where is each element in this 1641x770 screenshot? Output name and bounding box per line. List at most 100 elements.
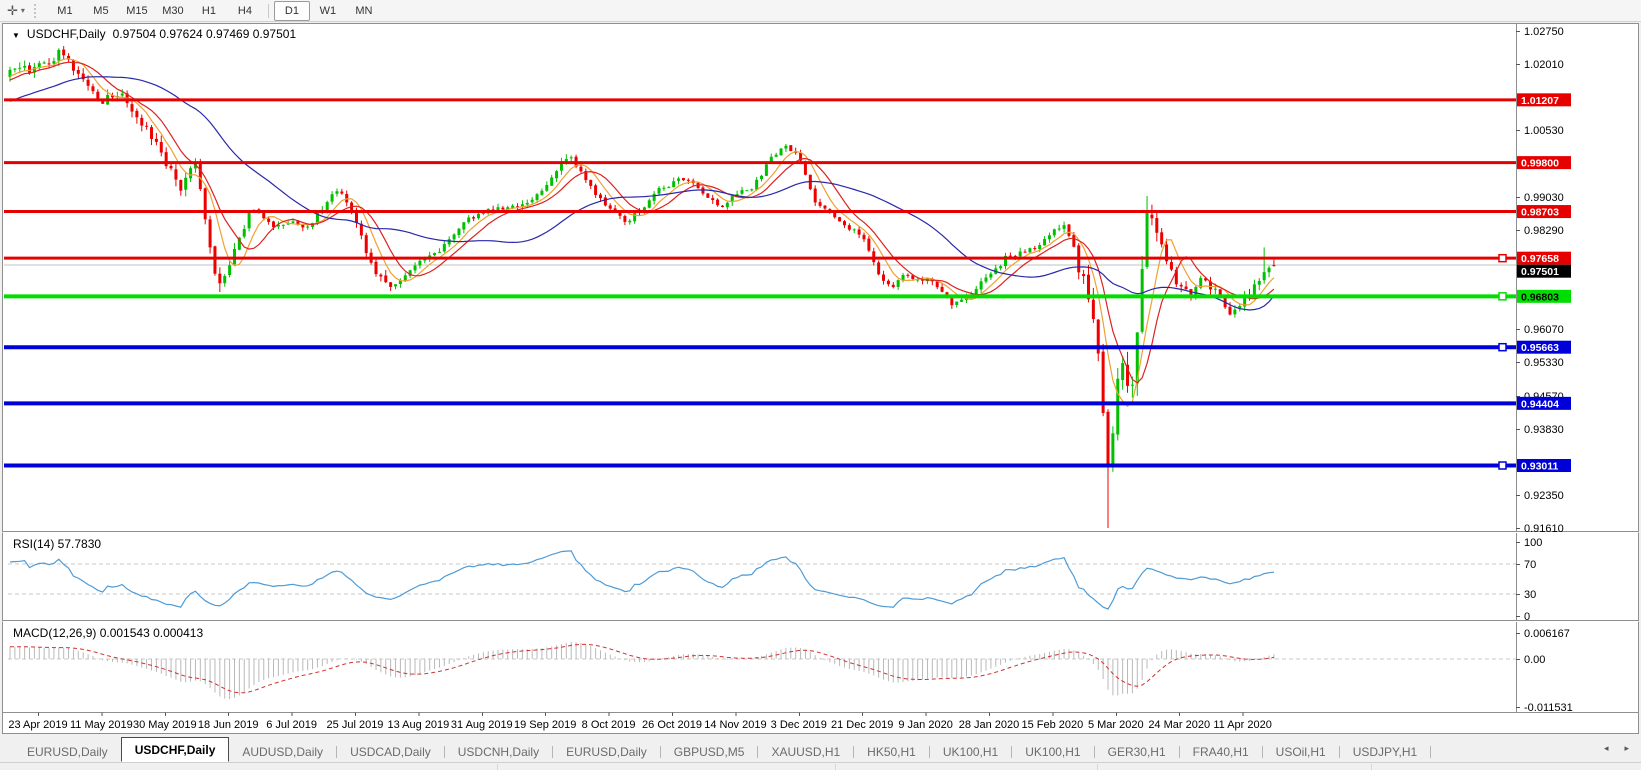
tab-scroll-left-icon[interactable]: ◂ xyxy=(1603,743,1609,753)
status-separator xyxy=(1371,764,1372,770)
candle-body xyxy=(67,55,71,60)
level-drag-handle[interactable] xyxy=(1498,253,1507,263)
tab-separator xyxy=(853,746,855,758)
candle-body xyxy=(330,194,334,202)
candle-body xyxy=(76,69,80,74)
chart-tab-usdjpy-h1[interactable]: USDJPY,H1 xyxy=(1352,744,1418,759)
level-drag-handle[interactable] xyxy=(1498,292,1507,301)
timeframe-button-m5[interactable]: M5 xyxy=(93,4,109,17)
candle-body xyxy=(457,228,461,236)
status-separator xyxy=(835,764,836,770)
chart-tab-usdchf-daily[interactable]: USDCHF,Daily xyxy=(120,737,230,762)
timeframe-button-m15[interactable]: M15 xyxy=(126,4,148,17)
tab-scroll-controls: ◂ ▸ xyxy=(1604,743,1629,754)
timeframe-button-h1[interactable]: H1 xyxy=(201,4,216,17)
candle-body xyxy=(1126,364,1130,386)
candle-body xyxy=(598,194,602,199)
candle-body xyxy=(135,110,139,118)
rsi-axis-tick-label: 100 xyxy=(1524,537,1542,549)
candle-body xyxy=(315,213,319,223)
candle-body xyxy=(1052,229,1056,236)
x-axis-date-label: 8 Oct 2019 xyxy=(582,719,636,731)
level-drag-handle[interactable] xyxy=(1498,461,1507,470)
tab-separator xyxy=(552,746,554,758)
candle-body xyxy=(267,218,271,222)
price-level-tag xyxy=(1517,93,1571,107)
candle-body xyxy=(989,273,993,278)
tab-separator xyxy=(1011,746,1013,758)
timeframe-button-m30[interactable]: M30 xyxy=(162,4,184,17)
rsi-axis-tick-label: 0 xyxy=(1524,611,1530,623)
y-axis-tick-label: 0.93830 xyxy=(1524,424,1564,436)
candle-body xyxy=(193,163,197,169)
tab-separator xyxy=(1430,746,1432,758)
candle-body xyxy=(96,91,100,99)
chart-tab-ger30-h1[interactable]: GER30,H1 xyxy=(1107,744,1166,759)
candle-body xyxy=(47,63,51,65)
candle-body xyxy=(130,104,134,112)
chart-tab-usdcad-daily[interactable]: USDCAD,Daily xyxy=(350,744,431,759)
candle-body xyxy=(906,274,910,276)
y-axis-tick-label: 0.98290 xyxy=(1524,225,1564,237)
candle-body xyxy=(1038,245,1042,250)
candle-body xyxy=(735,194,739,196)
chart-tab-usoil-h1[interactable]: USOil,H1 xyxy=(1275,744,1326,759)
candle-body xyxy=(91,86,95,92)
tab-scroll-right-icon[interactable]: ▸ xyxy=(1624,743,1629,753)
candle-body xyxy=(272,221,276,228)
candle-body xyxy=(301,224,305,228)
chart-tab-eurusd-daily[interactable]: EURUSD,Daily xyxy=(566,744,647,759)
chart-tab-bar: EURUSD,Daily USDCHF,Daily AUDUSD,Daily USDC… xyxy=(0,736,1641,762)
chart-tab-xauusd-h1[interactable]: XAUUSD,H1 xyxy=(771,744,841,759)
candle-body xyxy=(120,93,124,96)
candle-body xyxy=(23,65,27,68)
candle-body xyxy=(364,235,368,254)
candle-body xyxy=(745,190,749,192)
candle-body xyxy=(979,281,983,290)
chart-tab-gbpusd-m5[interactable]: GBPUSD,M5 xyxy=(673,744,745,759)
candle-body xyxy=(921,279,925,281)
chart-tab-eurusd-daily[interactable]: EURUSD,Daily xyxy=(27,744,108,759)
price-level-tag xyxy=(1517,396,1571,410)
candle-body xyxy=(179,180,183,191)
candle-body xyxy=(960,299,964,302)
candle-body xyxy=(711,198,715,201)
candle-body xyxy=(730,196,734,203)
candle-body xyxy=(296,221,300,225)
timeframe-button-h4[interactable]: H4 xyxy=(237,4,252,17)
macd-signal-line xyxy=(10,643,1274,694)
timeframe-button-d1[interactable]: D1 xyxy=(273,0,310,21)
candle-body xyxy=(325,202,329,211)
collapse-triangle-icon[interactable]: ▼ xyxy=(12,30,20,40)
timeframe-button-mn[interactable]: MN xyxy=(355,4,373,17)
chart-tab-fra40-h1[interactable]: FRA40,H1 xyxy=(1192,744,1249,759)
x-axis-date-label: 11 Apr 2020 xyxy=(1213,719,1272,731)
candle-body xyxy=(159,142,163,153)
level-drag-handle[interactable] xyxy=(1498,342,1507,352)
candle-body xyxy=(1062,225,1066,229)
candle-body xyxy=(1213,288,1217,290)
candle-body xyxy=(950,298,954,306)
chart-tab-hk50-h1[interactable]: HK50,H1 xyxy=(867,744,916,759)
tab-separator xyxy=(659,746,661,758)
tab-separator xyxy=(336,746,338,758)
macd-axis-tick-label: 0.006167 xyxy=(1524,628,1570,640)
candle-body xyxy=(701,187,705,194)
candle-body xyxy=(32,67,36,73)
candle-body xyxy=(720,205,724,208)
chart-tab-usdcnh-daily[interactable]: USDCNH,Daily xyxy=(457,744,540,759)
timeframe-button-m1[interactable]: M1 xyxy=(57,4,73,17)
tab-separator xyxy=(1178,746,1180,758)
chart-tab-uk100-h1[interactable]: UK100,H1 xyxy=(942,744,999,759)
chart-tab-uk100-h1[interactable]: UK100,H1 xyxy=(1025,744,1081,759)
timeframe-button-w1[interactable]: W1 xyxy=(319,4,337,17)
candle-body xyxy=(340,191,344,194)
cursor-tool-button[interactable]: ✛ ▾ xyxy=(0,3,32,19)
chart-tab-audusd-daily[interactable]: AUDUSD,Daily xyxy=(242,744,324,759)
ma-line-34 xyxy=(9,76,1275,311)
candle-body xyxy=(379,274,383,277)
candle-body xyxy=(184,177,188,190)
candle-body xyxy=(467,217,471,223)
candle-body xyxy=(1096,319,1100,354)
